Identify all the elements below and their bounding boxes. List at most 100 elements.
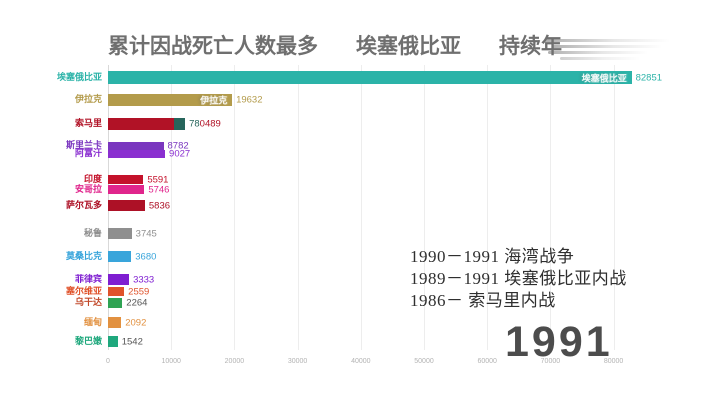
x-axis-tick-label: 60000 [477, 358, 497, 365]
value-label: 2559 [128, 286, 149, 297]
value-digits: 2264 [126, 297, 148, 309]
value-label: 5591 [147, 174, 168, 185]
value-label: 3333 [133, 274, 154, 285]
bar [108, 298, 123, 308]
country-label: 斯里兰卡 [65, 140, 102, 150]
value-label: 780489 [189, 119, 221, 130]
x-axis-tick-label: 10000 [161, 358, 181, 365]
value-digits: 3680 [135, 251, 157, 262]
value-digits: 9027 [169, 148, 191, 160]
gridline [613, 65, 615, 350]
war-annotation-line: 1989－1991 埃塞俄比亚内战 [410, 269, 627, 288]
value-digits: 5836 [148, 200, 171, 211]
country-label: 埃塞俄比亚 [56, 71, 102, 82]
value-digits: 1542 [121, 336, 143, 347]
bar-row-2: 索马里 780489 [75, 118, 711, 130]
bar-row-8: 秘鲁 3745 [84, 228, 711, 239]
bar-row-0: 埃塞俄比亚 埃塞俄比亚 82851 [57, 71, 711, 84]
value-label: 1542 [122, 336, 143, 347]
country-label: 伊拉克 [74, 94, 102, 104]
x-axis-tick-label: 20000 [224, 358, 245, 365]
bar [108, 175, 144, 184]
value-label: 5746 [148, 184, 169, 195]
value-label: 9027 [169, 149, 190, 160]
x-axis-tick-label: 80000 [603, 358, 624, 365]
war-annotation-line: 1986－ 索马里内战 [410, 291, 556, 310]
country-label: 黎巴嫩 [74, 335, 102, 346]
war-annotations: 1990－1991 海湾战争 1989－1991 埃塞俄比亚内战 1986－ 索马里… [410, 246, 710, 312]
bar [108, 142, 164, 150]
bar-row-6: 安哥拉 5746 [75, 184, 711, 195]
x-axis-tick-label: 0 [106, 358, 110, 365]
motion-streak [560, 57, 640, 60]
bar [108, 71, 632, 84]
value-digits: 19632 [236, 94, 263, 106]
gridline [234, 65, 236, 350]
bar [108, 118, 175, 130]
value-label: 82851 [636, 72, 662, 83]
motion-streak [552, 45, 662, 48]
x-axis-tick-label: 40000 [351, 358, 371, 365]
value-label: 19632 [236, 95, 262, 106]
motion-streak [545, 39, 670, 42]
country-label: 乌干达 [74, 297, 102, 307]
bar-row-9: 莫桑比克 3680 [66, 251, 711, 262]
bar-row-5: 印度 5591 [84, 174, 711, 185]
gridline [297, 65, 299, 350]
country-label: 莫桑比克 [65, 250, 102, 261]
country-label: 菲律宾 [74, 273, 102, 284]
bar [108, 287, 125, 296]
value-digits: 78 [189, 118, 200, 130]
bar-row-1: 伊拉克 伊拉克 19632 [75, 94, 711, 106]
title-leader: 埃塞俄比亚 [356, 35, 461, 58]
title-main: 累计因战死亡人数最多 [108, 35, 318, 58]
bar [108, 251, 132, 262]
motion-streak [548, 51, 648, 54]
country-label: 索马里 [74, 118, 102, 128]
bar [108, 336, 118, 347]
value-digits: 82851 [635, 72, 663, 83]
gridline [487, 65, 489, 350]
bar [108, 200, 145, 211]
country-label: 萨尔瓦多 [65, 199, 102, 210]
bar-row-13: 缅甸 2092 [84, 317, 711, 328]
bar [108, 228, 132, 239]
bar-row-7: 萨尔瓦多 5836 [66, 200, 711, 211]
bar [108, 317, 122, 328]
country-label: 安哥拉 [74, 183, 102, 194]
value-digits: 2559 [128, 286, 150, 297]
value-label: 3745 [136, 228, 157, 239]
value-digits: 8782 [167, 140, 189, 152]
bar-row-12: 乌干达 2264 [75, 297, 711, 309]
bar [108, 150, 166, 158]
gridline [171, 65, 173, 350]
country-label: 秘鲁 [83, 227, 102, 238]
bar-row-11: 塞尔维亚 2559 [66, 286, 711, 297]
country-label: 塞尔维亚 [65, 285, 102, 296]
x-axis-tick-label: 50000 [414, 358, 434, 365]
value-digits: 2092 [125, 317, 147, 328]
bar [108, 274, 130, 285]
bar-row-3: 斯里兰卡 8782 [66, 140, 711, 152]
bar-row-14: 黎巴嫩 1542 [75, 336, 711, 347]
value-digits: 0489 [199, 118, 221, 130]
in-bar-country-label: 伊拉克 [200, 95, 228, 106]
country-label: 缅甸 [83, 316, 102, 327]
gridline [550, 65, 552, 350]
bar-row-4: 阿富汗 9027 [75, 148, 711, 160]
bar [108, 185, 145, 194]
value-label: 5836 [149, 200, 170, 211]
value-digits: 3333 [133, 274, 155, 285]
gridline [360, 65, 362, 350]
value-digits: 5746 [148, 184, 170, 195]
value-label: 2092 [125, 317, 146, 328]
war-annotation-line: 1990－1991 海湾战争 [410, 247, 575, 266]
country-label: 印度 [83, 173, 102, 184]
x-axis-tick-label: 30000 [287, 358, 308, 365]
x-axis-tick-label: 70000 [540, 358, 561, 365]
chart-plot-area: 埃塞俄比亚 埃塞俄比亚 82851 伊拉克 伊拉克 19632 索马里 780489 斯里兰卡 8… [0, 62, 711, 358]
year-counter: 1991 [505, 318, 613, 366]
bar-row-10: 菲律宾 3333 [75, 274, 711, 285]
value-digits: 5591 [147, 174, 169, 185]
